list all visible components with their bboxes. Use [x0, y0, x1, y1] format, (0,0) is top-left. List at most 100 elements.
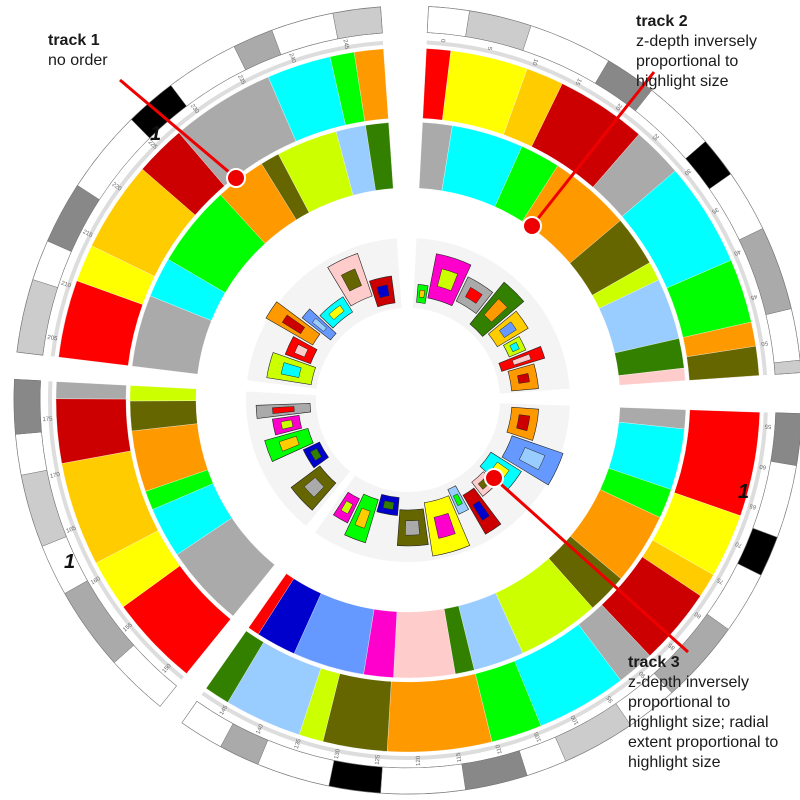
track-3-ring — [245, 238, 570, 562]
annotation-text: highlight size; radial — [628, 714, 769, 731]
track-3-highlight — [303, 477, 325, 498]
ideogram-band — [380, 763, 466, 795]
tick-label: 50 — [760, 339, 768, 346]
track-3-highlight — [272, 406, 295, 414]
track-3-highlight — [418, 289, 426, 299]
ideogram-band — [16, 279, 58, 356]
ideogram-tick-ring — [201, 412, 768, 760]
track-3-highlight — [452, 493, 463, 507]
annotation-text: proportional to — [628, 694, 731, 711]
tick-label: 135 — [294, 738, 303, 750]
annotation-text: z-depth inversely — [636, 33, 757, 50]
track-3-highlight — [280, 419, 294, 430]
track-1-highlight — [686, 345, 760, 381]
track-3-highlight — [516, 414, 531, 432]
tick-label: 75 — [716, 576, 725, 585]
track-3-highlight — [433, 512, 456, 539]
track-3-highlight — [465, 286, 483, 304]
track-3-annotation: track 3 z-depth inversely proportional t… — [628, 653, 778, 773]
tick-label: 40 — [732, 248, 741, 256]
segment-gap — [165, 470, 356, 721]
callout-line-track-3 — [492, 476, 690, 654]
tick-label: 130 — [334, 748, 342, 760]
track-3-highlight — [310, 448, 322, 461]
tick-label: 175 — [42, 416, 53, 423]
track-3-highlight — [382, 500, 395, 510]
track-2-annotation: track 2 z-depth inversely proportional t… — [636, 12, 757, 92]
annotation-text: z-depth inversely — [628, 674, 749, 691]
segment-gap — [497, 391, 800, 401]
track-3-highlight — [483, 298, 508, 323]
tick-label: 90 — [638, 669, 647, 678]
tick-label: 100 — [570, 713, 580, 725]
segment-gaps — [9, 0, 800, 721]
annotation-title: track 2 — [636, 13, 688, 30]
track-2-highlight — [365, 122, 394, 191]
tick-label: 145 — [219, 704, 230, 716]
annotation-text: extent proportional to — [628, 734, 779, 751]
tick-label: 225 — [147, 140, 159, 152]
chromosome-label: 1 — [64, 551, 75, 573]
tick-label: 115 — [456, 752, 463, 763]
tick-label: 230 — [189, 103, 200, 115]
tick-label: 30 — [682, 167, 691, 176]
ideogram-band — [465, 10, 532, 51]
callout-line-track-1 — [119, 78, 237, 180]
tick-label: 205 — [47, 335, 59, 343]
callout-line-track-2 — [530, 71, 656, 227]
track-3-highlight — [354, 507, 371, 529]
tick-label: 25 — [650, 132, 659, 141]
ideogram-band — [770, 412, 800, 466]
ideogram-band — [461, 750, 528, 791]
track-2-highlight — [248, 573, 294, 635]
chromosome-label: 1 — [150, 123, 161, 145]
annotation-text: highlight size — [636, 73, 729, 90]
tick-label: 120 — [416, 755, 422, 766]
tick-label: 45 — [749, 293, 758, 301]
track-3-highlight — [376, 284, 390, 299]
ideogram-band — [332, 6, 383, 40]
tick-label: 235 — [236, 74, 246, 86]
ideogram-band — [13, 379, 42, 435]
tick-label: 20 — [613, 102, 622, 111]
track-3-highlight — [511, 353, 532, 366]
callout-dot-track-1 — [226, 168, 246, 188]
ideogram-band — [426, 6, 470, 37]
track-3-highlight — [294, 344, 309, 358]
chromosome-labels: 1 1 1 — [64, 123, 749, 573]
track-3-highlight — [278, 435, 300, 452]
annotation-text: proportional to — [636, 53, 739, 70]
tick-label: 95 — [606, 694, 615, 703]
track-3-highlight — [437, 268, 458, 292]
tick-label: 140 — [256, 723, 266, 735]
annotation-text: no order — [48, 52, 108, 69]
ideogram-band — [47, 185, 100, 252]
track-2-highlight — [129, 385, 197, 402]
tick-label: 210 — [60, 281, 72, 290]
annotation-title: track 3 — [628, 654, 680, 671]
track-3-highlight — [280, 362, 302, 378]
tick-label: 110 — [495, 743, 503, 754]
track-3-highlight — [340, 268, 362, 292]
ideogram-band — [181, 701, 234, 747]
tick-label: 55 — [764, 423, 772, 429]
tick-label: 245 — [342, 39, 350, 51]
track-1-highlight — [205, 630, 264, 703]
tick-label: 80 — [693, 610, 702, 619]
ideogram-band — [773, 359, 800, 375]
track-3-highlight — [517, 373, 530, 384]
track-3-highlight — [472, 500, 490, 521]
segment-gap — [9, 363, 319, 395]
tick-label: 70 — [734, 540, 743, 548]
track-3-highlight — [405, 520, 420, 536]
track-3-guide — [315, 403, 570, 562]
callout-dot-track-2 — [522, 216, 542, 236]
tick-label: 125 — [375, 754, 382, 765]
ideogram-band — [706, 563, 762, 630]
ideogram-band — [765, 308, 800, 364]
track-2-highlight — [618, 367, 686, 386]
callout-dot-track-3 — [484, 468, 504, 488]
tick-label: 220 — [111, 182, 123, 193]
ideogram-tick-labels: 0 5 10 15 20 25 30 35 40 45 50 55 60 65 70 75 80 85 90 95 10… — [42, 39, 771, 766]
